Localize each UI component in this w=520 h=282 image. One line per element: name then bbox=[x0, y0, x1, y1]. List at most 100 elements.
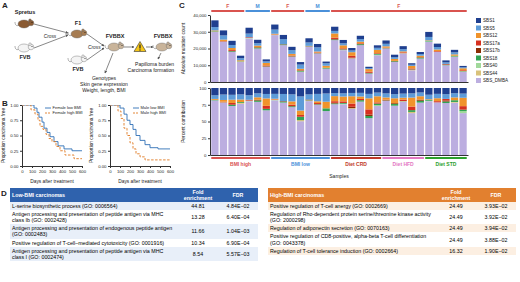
percent-segment bbox=[305, 94, 312, 99]
tick-label: 0.00 bbox=[10, 164, 19, 169]
term-cell: Positive regulation of T-cell anergy (GO… bbox=[268, 202, 436, 210]
bar-segment bbox=[271, 25, 278, 30]
axis-line bbox=[23, 166, 83, 167]
percent-segment bbox=[323, 111, 330, 155]
bar-segment bbox=[220, 42, 227, 82]
axis-line bbox=[22, 106, 23, 167]
bar-segment bbox=[425, 42, 432, 82]
node-label: FVB bbox=[20, 54, 31, 60]
tick: 600 bbox=[79, 166, 87, 174]
percent-segment bbox=[288, 107, 295, 108]
bar-segment bbox=[434, 51, 441, 52]
bar-segment bbox=[331, 40, 338, 41]
percent-segment bbox=[365, 118, 372, 155]
percent-segment bbox=[434, 102, 441, 103]
plot-area bbox=[211, 88, 466, 155]
tick: 0.75 bbox=[98, 118, 110, 123]
percent-segment bbox=[382, 100, 389, 101]
percent-segment bbox=[211, 99, 218, 100]
x-axis bbox=[211, 82, 469, 83]
bar-segment bbox=[263, 61, 270, 63]
tick: 1.00 bbox=[10, 103, 22, 108]
percent-segment bbox=[340, 97, 347, 102]
percent-segment bbox=[228, 95, 235, 100]
percent-segment bbox=[417, 92, 424, 96]
bar-segment bbox=[357, 45, 364, 82]
tick-label: 100 bbox=[117, 169, 125, 174]
percent-segment bbox=[459, 88, 466, 94]
percent-segment bbox=[357, 99, 364, 100]
legend-swatch bbox=[476, 18, 481, 23]
table-row: L-serine biosynthetic process (GO: 00065… bbox=[10, 202, 258, 210]
arrow bbox=[34, 24, 68, 33]
percent-segment bbox=[246, 100, 253, 101]
bar-segment bbox=[348, 48, 355, 51]
percent-segment bbox=[305, 101, 312, 102]
bar-segment bbox=[314, 53, 321, 54]
percent-segment bbox=[288, 105, 295, 107]
bar-segment bbox=[451, 55, 458, 56]
percent-segment bbox=[280, 103, 287, 155]
bar-segment bbox=[391, 59, 398, 61]
bar-segment bbox=[237, 56, 244, 59]
signature-chart: 010,00020,00030,00040,0000255075100Absol… bbox=[181, 3, 509, 179]
value-cell: 11.66 bbox=[178, 224, 218, 238]
percent-segment bbox=[263, 110, 270, 155]
percent-segment bbox=[228, 105, 235, 106]
percent-segment bbox=[434, 88, 441, 94]
mouse-icon bbox=[68, 29, 87, 38]
bar-segment bbox=[263, 66, 270, 67]
percent-segment bbox=[288, 107, 295, 108]
table-row: Regulation of T-cell tolerance induction… bbox=[268, 247, 516, 255]
percent-segment bbox=[263, 106, 270, 109]
bar-segment bbox=[408, 69, 415, 70]
percent-segment bbox=[434, 101, 441, 102]
percent-segment bbox=[228, 88, 235, 95]
percent-segment bbox=[365, 115, 372, 116]
column-header: FDR bbox=[476, 188, 516, 202]
note: Carcinoma formation bbox=[128, 67, 175, 73]
legend-label: SBS_DMBA bbox=[483, 78, 509, 83]
percent-segment bbox=[348, 108, 355, 109]
percent-segment bbox=[220, 102, 227, 103]
table-row: Antigen processing and presentation of e… bbox=[10, 224, 258, 238]
group-bar bbox=[331, 157, 381, 159]
percent-segment bbox=[348, 107, 355, 108]
percent-segment bbox=[246, 100, 253, 101]
bar-segment bbox=[391, 61, 398, 62]
bar-segment bbox=[211, 31, 218, 32]
table-row: Positive regulation of T-cell anergy (GO… bbox=[268, 202, 516, 210]
percent-segment bbox=[271, 94, 278, 99]
y-axis-title: Percent contribution bbox=[181, 100, 186, 143]
percent-segment bbox=[237, 100, 244, 103]
mouse-eye bbox=[85, 58, 86, 59]
bar-segment bbox=[391, 62, 398, 82]
percent-segment bbox=[228, 106, 235, 155]
percent-segment bbox=[280, 94, 287, 101]
legend-swatch bbox=[133, 113, 139, 114]
hazard-dot bbox=[139, 49, 140, 50]
percent-segment bbox=[425, 101, 432, 102]
bar-segment bbox=[254, 40, 261, 43]
tick-mark bbox=[20, 136, 22, 137]
bar-segment bbox=[288, 56, 295, 57]
value-cell: 6.90E−04 bbox=[218, 239, 258, 247]
percent-segment bbox=[357, 100, 364, 101]
mouse-ear bbox=[167, 42, 170, 45]
tick-mark bbox=[108, 105, 110, 106]
percent-segment bbox=[297, 96, 304, 110]
tick-label: 0.00 bbox=[98, 164, 107, 169]
bar-segment bbox=[297, 65, 304, 69]
bar-segment bbox=[297, 70, 304, 71]
mouse-icon bbox=[15, 43, 34, 52]
group-bar bbox=[331, 10, 467, 12]
tick: 10,000 bbox=[193, 63, 210, 68]
tick-label: 200 bbox=[127, 169, 135, 174]
bar-segment bbox=[297, 71, 304, 72]
percent-segment bbox=[451, 103, 458, 155]
percent-segment bbox=[305, 100, 312, 101]
legend-label: SBS12 bbox=[483, 33, 498, 38]
axis-line bbox=[211, 155, 469, 156]
percent-segment bbox=[400, 94, 407, 98]
mouse-eye bbox=[122, 45, 123, 46]
